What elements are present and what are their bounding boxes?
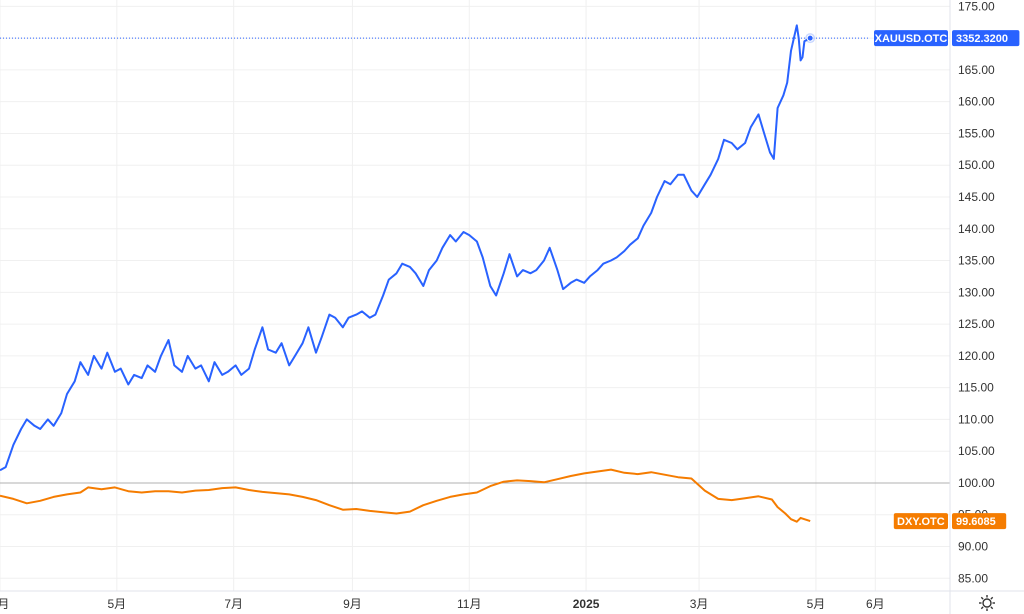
- x-tick-label: 6月: [866, 597, 885, 611]
- series-line-xauusd-otc: [0, 24, 811, 472]
- last-value-tag-bg: [952, 513, 1007, 530]
- series-line-dxy-otc: [0, 468, 811, 523]
- y-tick-label: 115.00: [958, 381, 994, 395]
- x-tick-label: 3月: [690, 597, 709, 611]
- y-tick-label: 145.00: [958, 190, 995, 204]
- series-tags: XAUUSD.OTC 3352.3200 DXY.OTC 99.6085: [874, 30, 1020, 530]
- x-tick-label: 11月: [457, 597, 481, 611]
- y-tick-label: 110.00: [958, 412, 994, 426]
- series-tag-xauusd-otc: XAUUSD.OTC 3352.3200: [874, 30, 1020, 47]
- y-tick-label: 130.00: [958, 285, 995, 299]
- y-tick-label: 165.00: [958, 63, 995, 77]
- y-tick-label: 125.00: [958, 317, 995, 331]
- y-tick-label: 175.00: [958, 0, 995, 13]
- gear-icon[interactable]: [979, 595, 995, 611]
- y-tick-label: 150.00: [958, 158, 995, 172]
- series-layer: [0, 24, 816, 523]
- y-tick-label: 85.00: [958, 571, 988, 585]
- x-tick-label: 3月: [0, 597, 9, 611]
- y-tick-label: 160.00: [958, 95, 995, 109]
- last-value-tag-bg: [952, 30, 1020, 47]
- last-value-label: 3352.3200: [956, 33, 1008, 45]
- series-name-tag-bg: [874, 30, 948, 47]
- x-tick-label: 9月: [343, 597, 362, 611]
- y-tick-label: 155.00: [958, 126, 995, 140]
- y-tick-label: 120.00: [958, 349, 995, 363]
- series-tag-dxy-otc: DXY.OTC 99.6085: [893, 513, 1007, 530]
- x-tick-label: 5月: [107, 597, 126, 611]
- y-tick-label: 140.00: [958, 222, 995, 236]
- y-tick-label: 105.00: [958, 444, 995, 458]
- y-axis: 175.00170.00165.00160.00155.00150.00145.…: [958, 0, 995, 585]
- last-value-label: 99.6085: [956, 516, 996, 528]
- x-axis: 3月 5月 7月 9月 11月 2025 3月 5月 6月: [0, 597, 885, 611]
- y-tick-label: 135.00: [958, 254, 995, 268]
- y-tick-label: 100.00: [958, 476, 995, 490]
- series-name-label: XAUUSD.OTC: [875, 33, 948, 45]
- y-tick-label: 90.00: [958, 540, 988, 554]
- x-tick-label: 7月: [224, 597, 243, 611]
- x-tick-label: 5月: [807, 597, 826, 611]
- grid: [0, 0, 950, 591]
- series-name-label: DXY.OTC: [897, 516, 945, 528]
- last-point-marker: [806, 34, 814, 42]
- series-name-tag-bg: [893, 513, 948, 530]
- x-tick-label: 2025: [573, 597, 600, 611]
